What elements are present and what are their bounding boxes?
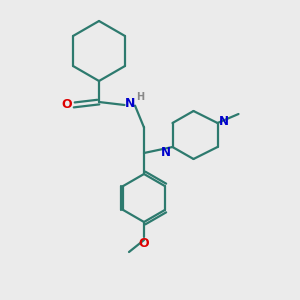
Text: N: N — [219, 115, 229, 128]
Text: O: O — [139, 237, 149, 250]
Text: H: H — [136, 92, 144, 102]
Text: O: O — [61, 98, 72, 112]
Text: N: N — [125, 97, 135, 110]
Text: N: N — [161, 146, 171, 159]
